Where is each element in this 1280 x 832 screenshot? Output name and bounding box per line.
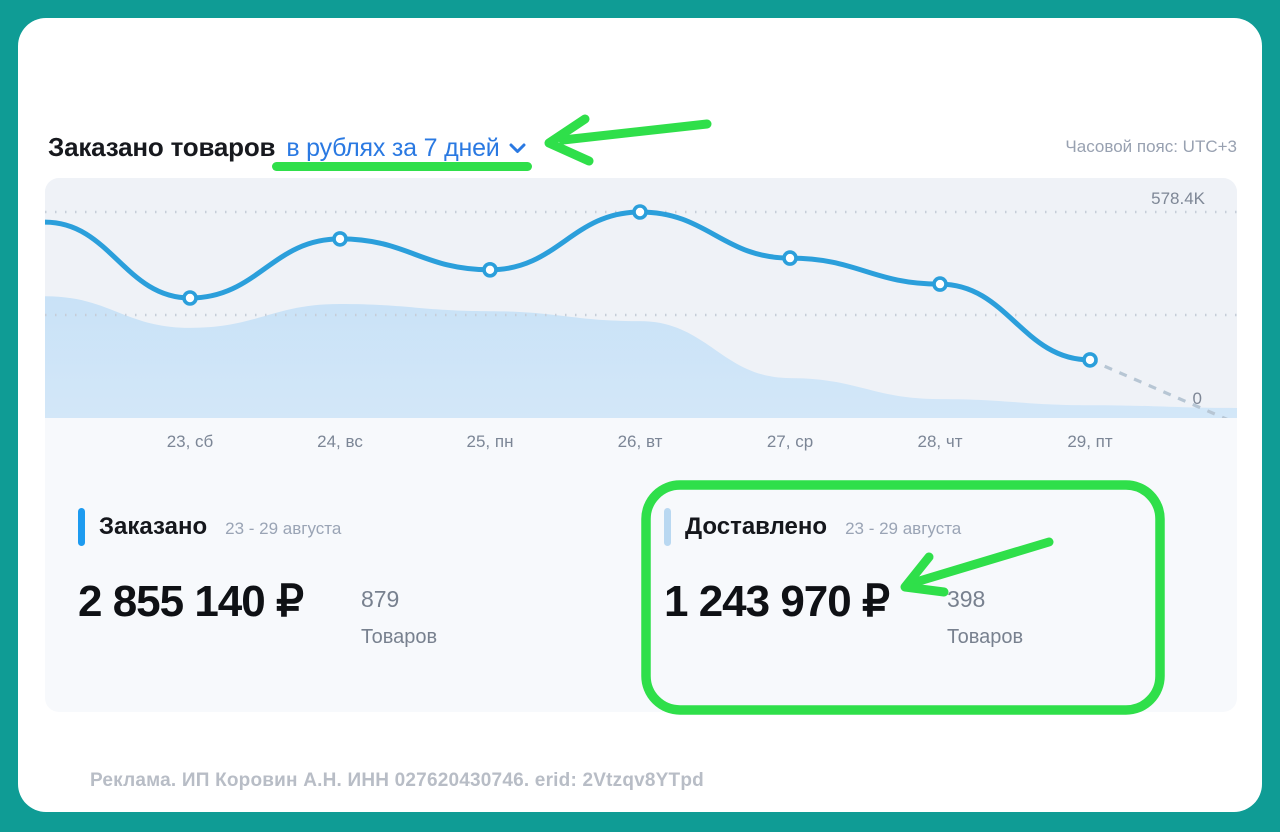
stat-ordered-values: 2 855 140 ₽ 879 Товаров [78,576,437,649]
ordered-series-marker [78,508,85,546]
chart-area-delivered [45,296,1237,418]
stat-delivered-header: Доставлено 23 - 29 августа [664,508,1023,546]
stat-ordered-label: Заказано [99,513,208,540]
stat-delivered-values: 1 243 970 ₽ 398 Товаров [664,576,1023,649]
header: Заказано товаров в рублях за 7 дней Часо… [48,126,1237,168]
delivered-series-marker [664,508,671,546]
orders-chart[interactable]: 578.4K 0 [45,178,1237,418]
data-point-marker [1082,352,1098,368]
data-point-marker [482,262,498,278]
stats-panel: 578.4K 0 23, сб 24, вс 25, пн 26, вт 27, ср 28… [45,178,1237,712]
y-axis-max-label: 578.4K [1151,189,1206,208]
x-axis-label: 24, вс [317,432,363,451]
stat-ordered-amount: 2 855 140 ₽ [78,577,304,626]
x-axis-label: 27, ср [766,432,814,451]
dashboard-card: Заказано товаров в рублях за 7 дней Часо… [18,18,1262,812]
period-filter-label: в рублях за 7 дней [286,133,500,162]
timezone-label: Часовой пояс: UTC+3 [1065,137,1237,156]
stat-delivered-label: Доставлено [685,513,828,540]
data-point-marker [632,204,648,220]
stat-delivered-count: 398 [946,586,986,612]
data-point-marker [782,250,798,266]
page-title: Заказано товаров [48,131,276,162]
data-point-marker [182,290,198,306]
stat-ordered-count-unit: Товаров [360,626,438,648]
chart-line-ordered [45,209,1093,363]
period-filter-dropdown[interactable]: в рублях за 7 дней [286,133,526,163]
stat-delivered-amount: 1 243 970 ₽ [664,577,890,626]
stat-ordered-period: 23 - 29 августа [225,518,342,538]
stat-ordered-header: Заказано 23 - 29 августа [78,508,437,546]
trend-projection-dashed [1089,358,1228,418]
x-axis-label: 29, пт [1067,432,1113,451]
stat-ordered-count: 879 [360,586,400,612]
stat-delivered-period: 23 - 29 августа [845,518,962,538]
stat-delivered-count-unit: Товаров [946,626,1024,648]
stat-delivered-count-col: 398 Товаров [947,576,1023,649]
title-group: Заказано товаров в рублях за 7 дней [48,132,526,163]
x-axis-labels: 23, сб 24, вс 25, пн 26, вт 27, ср 28, чт 29, … [45,432,1237,456]
x-axis-label: 28, чт [917,432,963,451]
y-axis-zero-label: 0 [1193,389,1202,408]
data-point-marker [932,276,948,292]
stat-ordered: Заказано 23 - 29 августа 2 855 140 ₽ 879… [78,508,437,649]
chevron-down-icon [509,143,526,153]
data-point-marker [332,231,348,247]
x-axis-label: 25, пн [466,432,514,451]
ad-disclaimer: Реклама. ИП Коровин А.Н. ИНН 02762043074… [90,770,704,791]
stat-ordered-count-col: 879 Товаров [361,576,437,649]
x-axis-label: 26, вт [617,432,663,451]
orders-chart-svg: 578.4K 0 [45,189,1237,418]
x-axis-label: 23, сб [166,432,214,451]
stat-delivered: Доставлено 23 - 29 августа 1 243 970 ₽ 3… [664,508,1023,649]
